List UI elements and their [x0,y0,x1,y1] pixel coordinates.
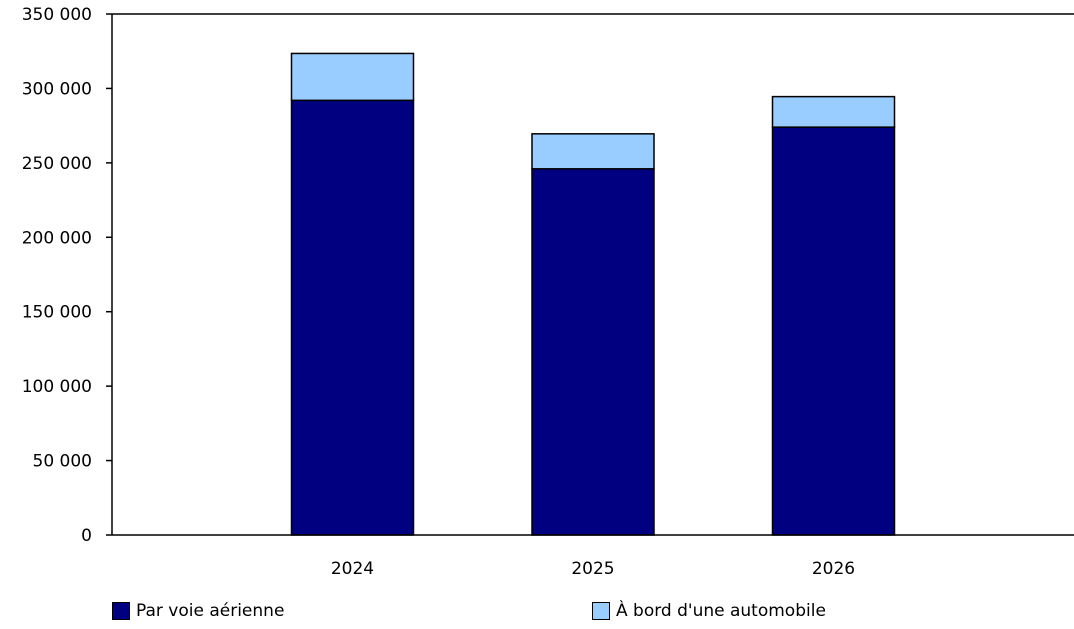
y-tick-label: 150 000 [22,303,92,323]
legend-swatch-air [112,602,130,620]
bar-air-2026 [771,126,896,536]
x-tick-label: 2025 [571,559,614,579]
legend-item-air: Par voie aérienne [112,601,284,621]
legend-label-car: À bord d'une automobile [616,601,826,621]
y-tick-label: 300 000 [22,79,92,99]
bar-car-2024 [290,52,415,102]
x-tick-label: 2024 [331,559,374,579]
legend: Par voie aérienne À bord d'une automobil… [0,601,1074,629]
bar-air-2025 [531,168,655,536]
y-tick-label: 100 000 [22,377,92,397]
y-tick-label: 250 000 [22,154,92,174]
legend-label-air: Par voie aérienne [136,601,285,621]
stacked-bar-chart: 0 50 000 100 000 150 000 200 000 250 000 300 0… [22,5,1074,579]
y-tick-label: 350 000 [22,5,92,25]
y-tick-label: 200 000 [22,228,92,248]
bar-car-2025 [531,133,655,170]
bars [290,52,896,536]
y-axis: 0 50 000 100 000 150 000 200 000 250 000 300 0… [22,5,1074,546]
y-tick-label: 0 [81,526,92,546]
bar-car-2026 [771,95,896,128]
bar-air-2024 [290,99,415,536]
x-axis: 2024 2025 2026 [112,534,1074,579]
y-tick-label: 50 000 [33,452,92,472]
legend-item-car: À bord d'une automobile [592,601,826,621]
legend-swatch-car [592,602,610,620]
x-tick-label: 2026 [812,559,855,579]
